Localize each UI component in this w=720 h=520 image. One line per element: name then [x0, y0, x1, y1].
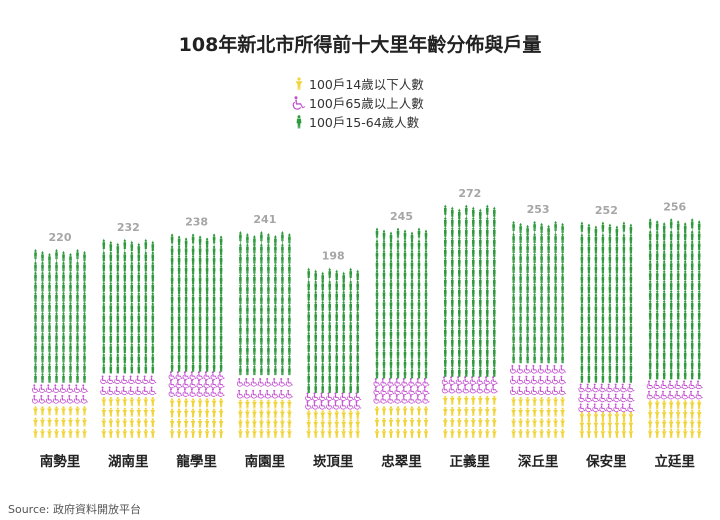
bar-segment-adult [580, 221, 633, 383]
bar-segment-child [238, 399, 292, 438]
category-label: 崁頂里 [313, 453, 354, 470]
bar-segment-adult [34, 249, 86, 383]
bar-group [236, 231, 294, 438]
legend-item-adult: 100戶15-64歲人數 [292, 112, 424, 131]
bar-value-label: 256 [663, 200, 686, 213]
bar-segment-child [169, 398, 224, 438]
bar-value-label: 272 [458, 187, 481, 200]
bar-segment-adult [307, 267, 359, 393]
bar-segment-elder [100, 375, 157, 396]
bar-segment-elder [32, 384, 89, 404]
bar-group [168, 233, 225, 438]
bar-segment-adult [375, 227, 428, 379]
child-person-icon [295, 76, 303, 90]
bar-segment-elder [236, 378, 294, 399]
bar-group [510, 220, 567, 438]
bar-segment-child [33, 406, 87, 438]
bar-group [305, 267, 362, 438]
bar-segment-adult [170, 233, 223, 372]
bar-segment-child [306, 410, 361, 438]
bar-segment-child [647, 400, 702, 438]
category-label: 南園里 [245, 453, 286, 470]
bar-value-label: 241 [253, 213, 276, 226]
bar-segment-adult [102, 238, 155, 374]
legend-item-elder: 100戶65歲以上人數 [292, 93, 424, 112]
bar-segment-elder [578, 383, 635, 413]
category-label: 龍學里 [176, 453, 217, 470]
bar-segment-adult [512, 220, 564, 364]
bar-group [373, 227, 430, 438]
adult-person-icon [296, 114, 302, 128]
category-label: 立廷里 [654, 453, 695, 470]
bar-segment-elder [168, 371, 225, 397]
category-label: 忠翠里 [381, 454, 422, 470]
legend-label-elder: 100戶65歲以上人數 [309, 96, 424, 111]
category-label: 正義里 [450, 453, 491, 470]
bar-group [100, 238, 157, 438]
chart-title: 108年新北市所得前十大里年齡分佈與戶量 [178, 34, 542, 56]
bar-value-label: 252 [595, 204, 618, 217]
bar-group [32, 249, 89, 438]
category-label: 南勢里 [40, 453, 81, 470]
bar-segment-child [101, 397, 156, 438]
category-label: 湖南里 [108, 453, 149, 470]
bar-segment-adult [239, 231, 291, 376]
bar-value-label: 253 [527, 203, 550, 216]
category-label: 保安里 [585, 453, 627, 470]
bar-value-label: 245 [390, 210, 413, 223]
bar-segment-child [511, 397, 565, 438]
bar-value-label: 198 [322, 250, 345, 263]
bar-value-label: 232 [117, 221, 140, 234]
bar-segment-elder [646, 380, 703, 400]
bar-segment-child [374, 406, 429, 438]
bar-group [441, 204, 498, 438]
legend-label-child: 100戶14歲以下人數 [309, 77, 424, 92]
legend-item-child: 100戶14歲以下人數 [292, 74, 424, 93]
bar-segment-elder [305, 392, 362, 410]
bar-segment-child [442, 395, 497, 438]
category-label: 深丘里 [518, 453, 559, 470]
bar-segment-elder [510, 364, 567, 396]
bar-value-label: 220 [49, 231, 72, 244]
bar-group [578, 221, 635, 438]
bar-segment-child [579, 411, 634, 438]
bar-segment-adult [648, 218, 701, 380]
bar-segment-adult [444, 204, 496, 377]
bar-group [646, 218, 703, 438]
bar-segment-elder [373, 378, 430, 404]
bar-segment-elder [441, 376, 498, 394]
source-note: Source: 政府資料開放平台 [8, 503, 141, 516]
legend-label-adult: 100戶15-64歲人數 [309, 115, 420, 130]
bar-value-label: 238 [185, 216, 208, 229]
chart-legend: 100戶14歲以下人數 100戶65歲以上人數 100戶15-64歲人數 [292, 74, 424, 131]
wheelchair-icon [292, 95, 306, 110]
